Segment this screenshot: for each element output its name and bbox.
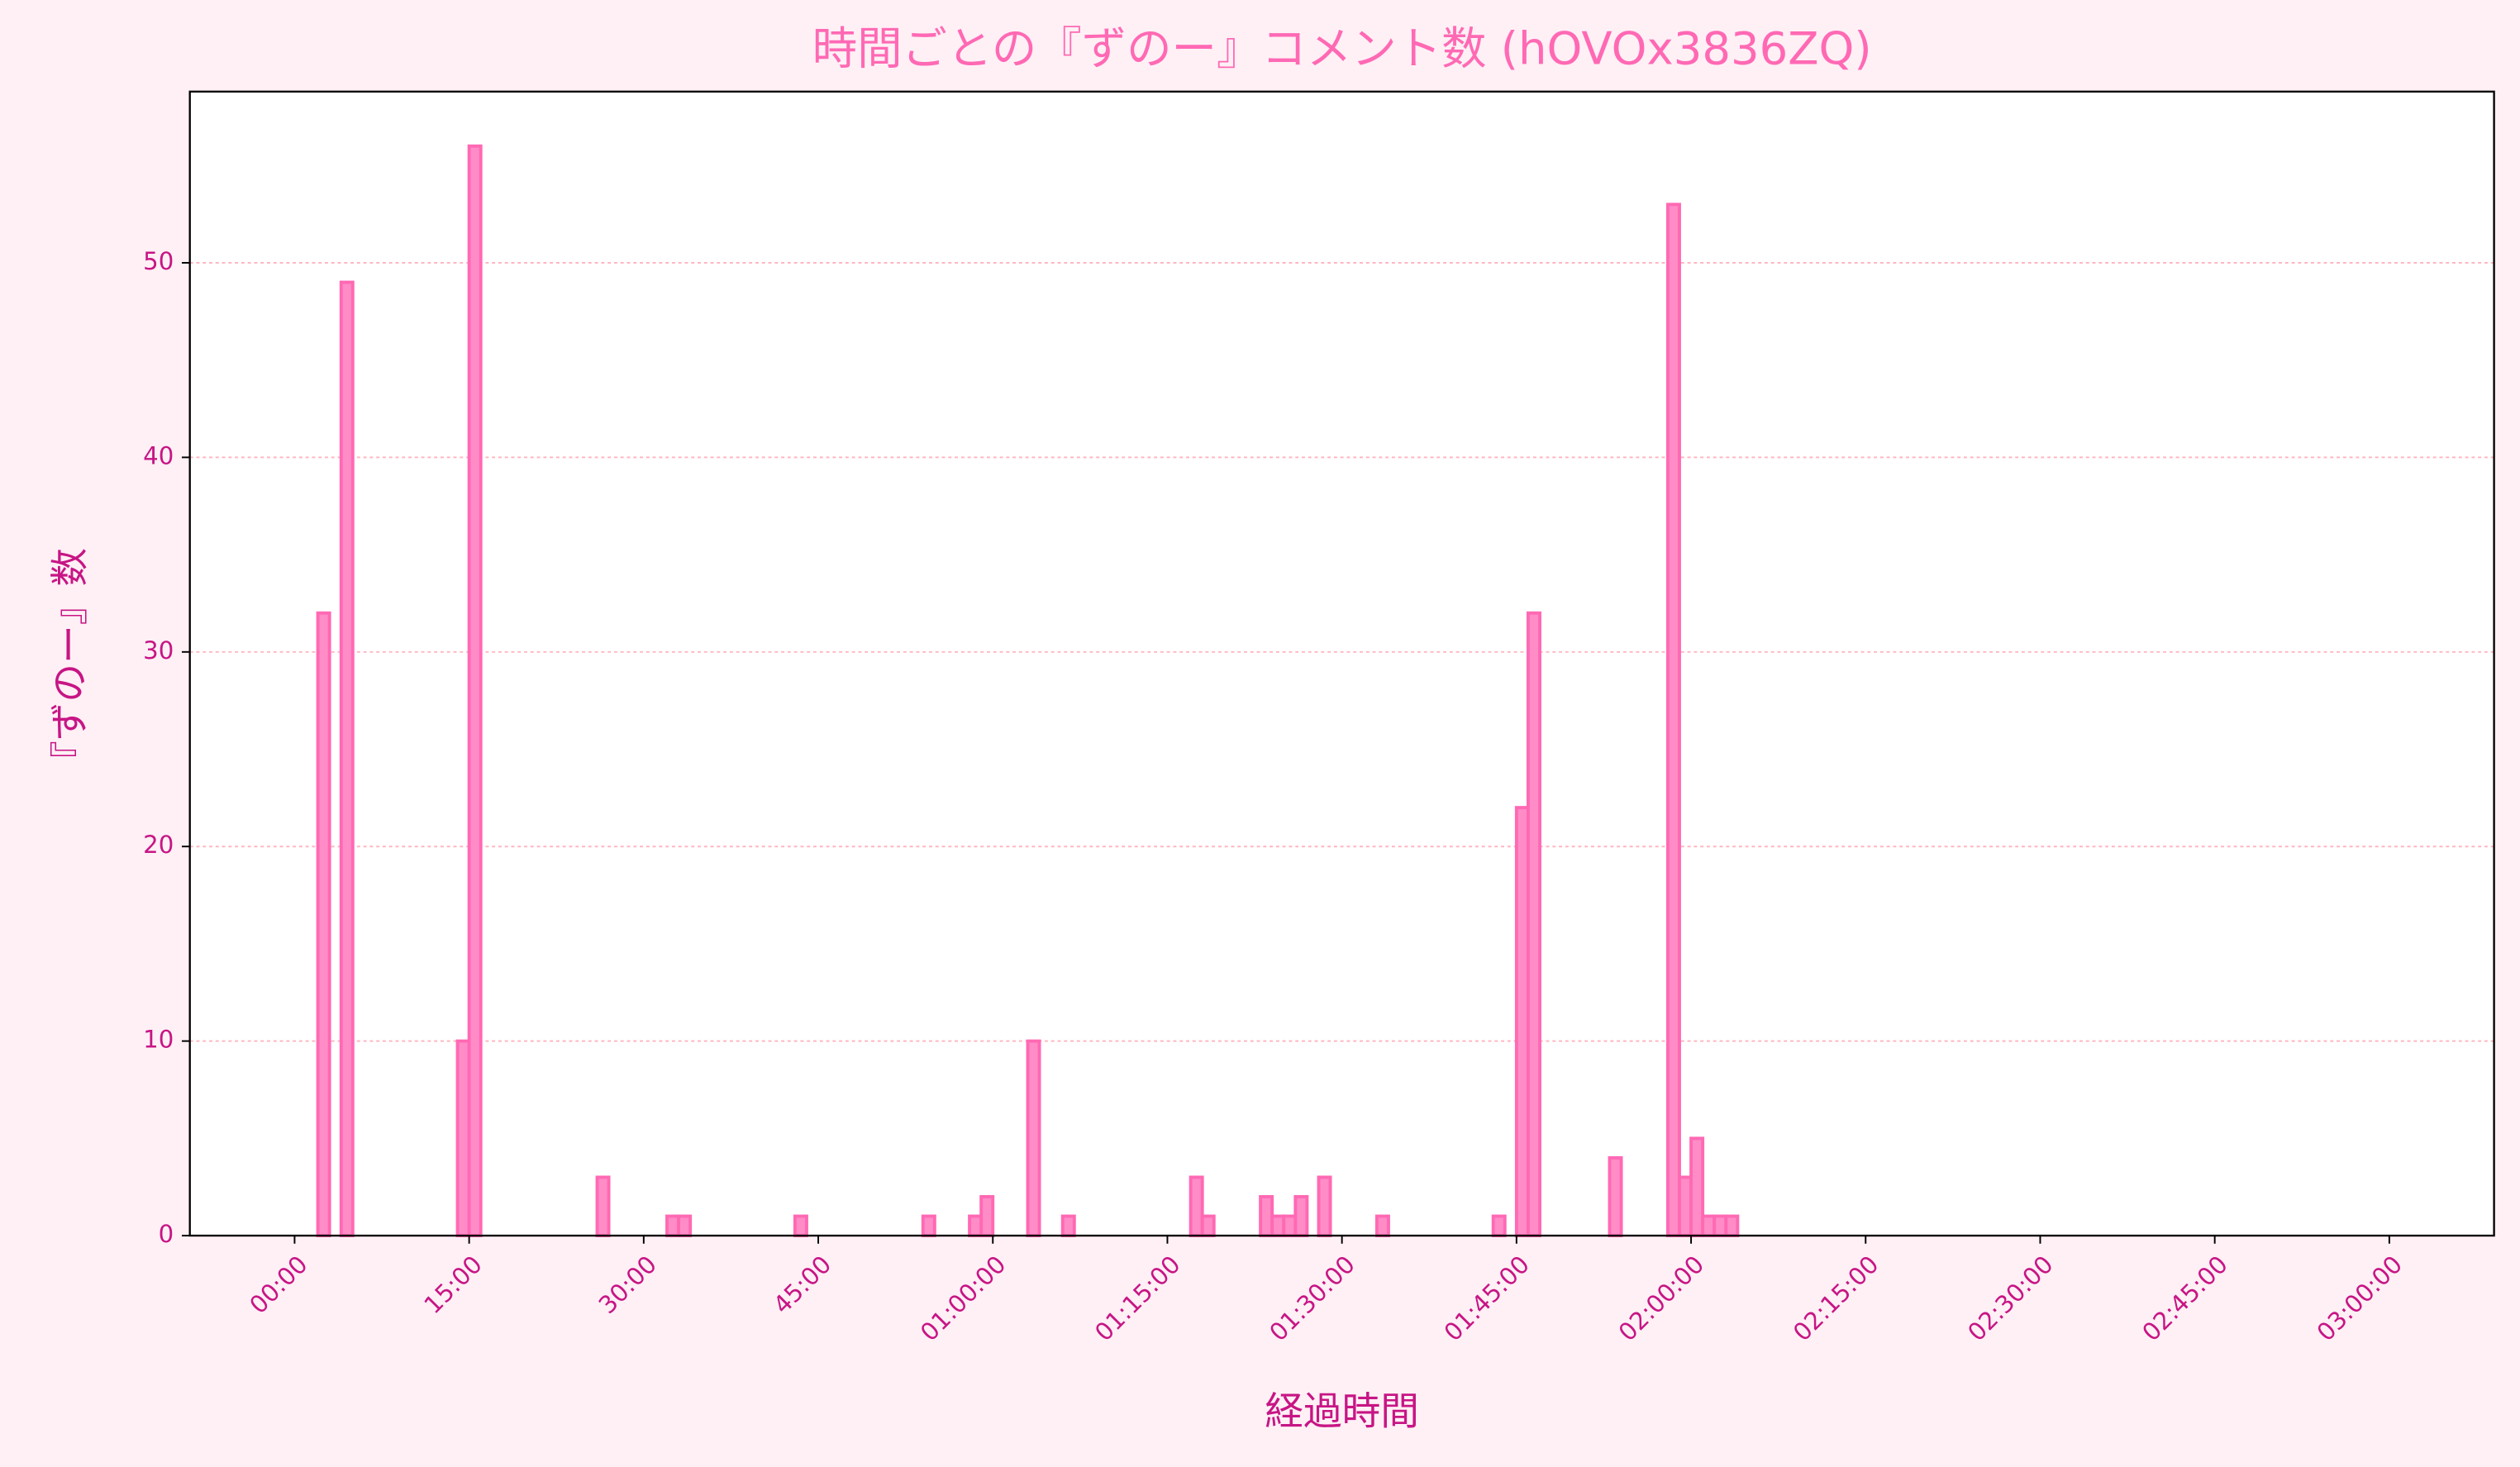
bar bbox=[1514, 806, 1530, 1237]
bar bbox=[1491, 1214, 1507, 1237]
bar bbox=[1665, 202, 1681, 1237]
bar bbox=[595, 1175, 611, 1237]
bar bbox=[1678, 1175, 1693, 1237]
bar bbox=[1282, 1214, 1298, 1237]
bar bbox=[1293, 1195, 1309, 1237]
chart-title: 時間ごとの『ずのー』コメント数 (hOVOx3836ZQ) bbox=[812, 21, 1872, 74]
bar bbox=[1713, 1214, 1728, 1237]
y-tick-label: 20 bbox=[143, 831, 174, 859]
bar bbox=[1526, 611, 1541, 1237]
bar bbox=[1200, 1214, 1216, 1237]
bar bbox=[316, 611, 331, 1237]
y-tick-label: 50 bbox=[143, 247, 174, 275]
y-tick-label: 40 bbox=[143, 441, 174, 469]
bar bbox=[1689, 1136, 1705, 1237]
plot-frame bbox=[188, 90, 2495, 1237]
bar bbox=[1608, 1155, 1623, 1237]
bar bbox=[1270, 1214, 1286, 1237]
bar bbox=[665, 1214, 681, 1237]
plot-area bbox=[189, 91, 2494, 1236]
y-tick-label: 0 bbox=[159, 1220, 174, 1248]
bar bbox=[1317, 1175, 1332, 1237]
bar bbox=[1701, 1214, 1717, 1237]
bar bbox=[677, 1214, 693, 1237]
bar bbox=[339, 280, 355, 1237]
bar bbox=[1259, 1195, 1274, 1237]
bar bbox=[793, 1214, 808, 1237]
bar bbox=[979, 1195, 995, 1237]
y-axis-label: 『ずのー』数 bbox=[48, 548, 93, 779]
bar bbox=[921, 1214, 936, 1237]
bar bbox=[467, 144, 483, 1237]
bar bbox=[1060, 1214, 1076, 1237]
bar bbox=[968, 1214, 984, 1237]
bar bbox=[1724, 1214, 1740, 1237]
bar bbox=[455, 1039, 471, 1237]
bar bbox=[1374, 1214, 1390, 1237]
y-tick-label: 10 bbox=[143, 1026, 174, 1054]
x-axis-label: 経過時間 bbox=[1265, 1389, 1419, 1434]
y-tick-label: 30 bbox=[143, 636, 174, 664]
bar bbox=[1026, 1039, 1041, 1237]
bar bbox=[1189, 1175, 1204, 1237]
